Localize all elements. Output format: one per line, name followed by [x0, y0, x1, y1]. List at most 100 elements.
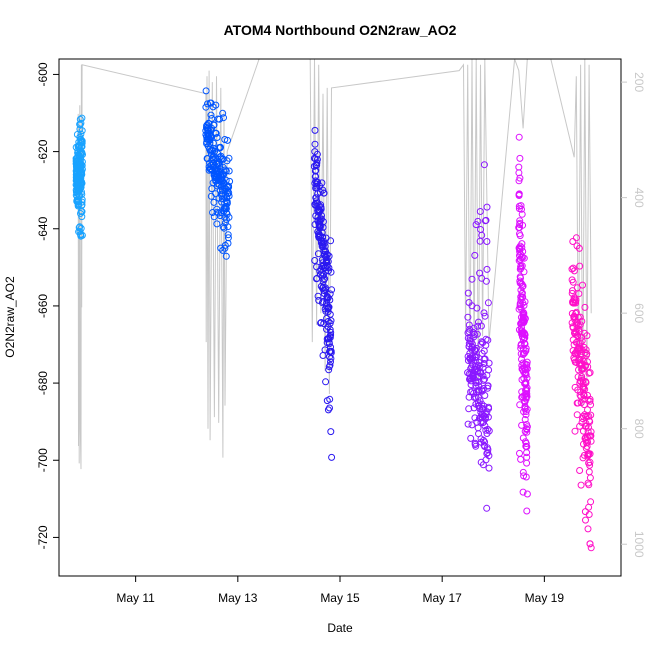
data-point: [472, 442, 480, 450]
data-point: [318, 179, 326, 187]
data-point: [321, 242, 329, 250]
data-point: [576, 344, 584, 352]
data-point: [523, 459, 531, 467]
y-tick-label: -720: [36, 525, 50, 549]
data-point: [521, 404, 529, 412]
data-point: [584, 363, 592, 371]
data-point: [313, 150, 321, 158]
data-point: [582, 516, 589, 524]
data-point: [485, 464, 493, 472]
data-point: [521, 340, 529, 348]
data-point: [484, 413, 492, 421]
data-point: [575, 290, 583, 298]
data-point: [482, 277, 490, 285]
data-point: [78, 127, 86, 135]
y-tick-label: -660: [36, 294, 50, 318]
data-point: [222, 176, 230, 184]
data-point: [317, 319, 325, 327]
data-point: [472, 353, 480, 361]
data-point: [474, 393, 482, 401]
data-point: [520, 268, 528, 276]
data-point: [585, 481, 593, 489]
data-point: [516, 154, 524, 162]
data-point: [79, 151, 86, 158]
data-point: [77, 130, 85, 138]
y-right-tick-label: 800: [632, 419, 646, 439]
data-point: [323, 262, 331, 270]
x-tick-label: May 15: [320, 591, 360, 605]
data-point: [208, 133, 216, 141]
data-point: [516, 449, 523, 457]
data-point: [518, 283, 526, 291]
data-point: [516, 232, 524, 240]
data-point: [78, 188, 85, 196]
data-point: [516, 248, 524, 255]
data-point: [312, 166, 320, 174]
data-point: [587, 544, 595, 552]
data-point: [570, 267, 578, 275]
data-point: [475, 386, 483, 394]
data-point: [583, 332, 591, 340]
data-point: [225, 213, 233, 221]
data-point: [76, 115, 84, 123]
data-point: [578, 317, 586, 325]
data-point: [477, 322, 485, 330]
data-point: [468, 340, 476, 348]
data-point: [314, 292, 322, 300]
data-point: [572, 234, 580, 242]
data-point: [568, 289, 576, 297]
data-point: [584, 438, 592, 446]
data-point: [78, 149, 86, 157]
data-point: [78, 201, 86, 209]
data-point: [520, 313, 528, 321]
data-point: [586, 458, 594, 466]
data-point: [313, 156, 321, 163]
data-point: [473, 304, 481, 312]
data-point: [316, 217, 324, 224]
data-point: [319, 298, 327, 305]
data-point: [202, 87, 210, 95]
data-point: [222, 252, 230, 260]
data-point: [207, 111, 215, 119]
data-point: [577, 481, 585, 489]
data-point: [576, 313, 584, 321]
data-point: [478, 231, 486, 239]
data-point: [483, 203, 491, 211]
y-tick-label: -680: [36, 371, 50, 395]
data-point: [224, 136, 231, 144]
y-right-tick-label: 600: [632, 303, 646, 323]
data-point: [481, 438, 489, 446]
data-point: [77, 224, 85, 232]
data-point: [225, 167, 233, 175]
data-point: [586, 369, 594, 377]
data-point: [569, 238, 577, 245]
data-point: [327, 331, 335, 339]
data-point: [517, 274, 524, 282]
data-point: [584, 406, 591, 414]
data-point: [318, 212, 325, 219]
data-point: [572, 296, 580, 304]
data-point: [476, 397, 484, 405]
y-tick-label: -700: [36, 448, 50, 472]
data-point: [518, 240, 526, 248]
data-point: [327, 347, 335, 355]
data-point: [518, 205, 525, 213]
data-point: [521, 298, 529, 306]
data-point: [572, 299, 580, 307]
data-point: [523, 365, 531, 373]
data-point: [319, 218, 327, 226]
data-point: [485, 452, 493, 460]
data-point: [518, 244, 526, 252]
data-point: [325, 264, 333, 272]
series-3: [310, 126, 336, 461]
data-point: [587, 401, 595, 409]
data-point: [575, 244, 583, 252]
data-point: [328, 286, 336, 294]
data-point: [212, 190, 220, 198]
data-point: [325, 252, 333, 260]
data-point: [327, 358, 334, 366]
data-point: [482, 456, 490, 464]
data-point: [204, 124, 212, 132]
data-point: [586, 395, 594, 403]
data-point: [523, 361, 531, 369]
